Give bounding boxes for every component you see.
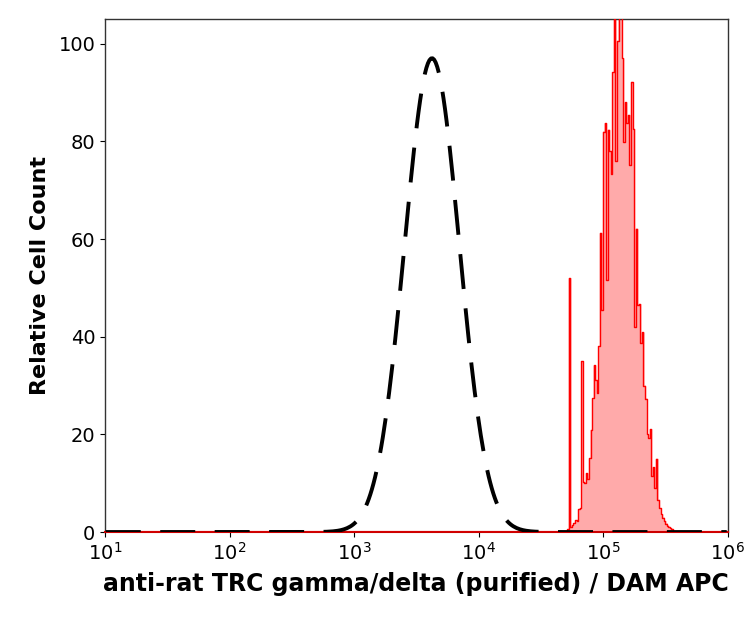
Y-axis label: Relative Cell Count: Relative Cell Count — [30, 156, 50, 395]
X-axis label: anti-rat TRC gamma/delta (purified) / DAM APC: anti-rat TRC gamma/delta (purified) / DA… — [104, 572, 729, 596]
